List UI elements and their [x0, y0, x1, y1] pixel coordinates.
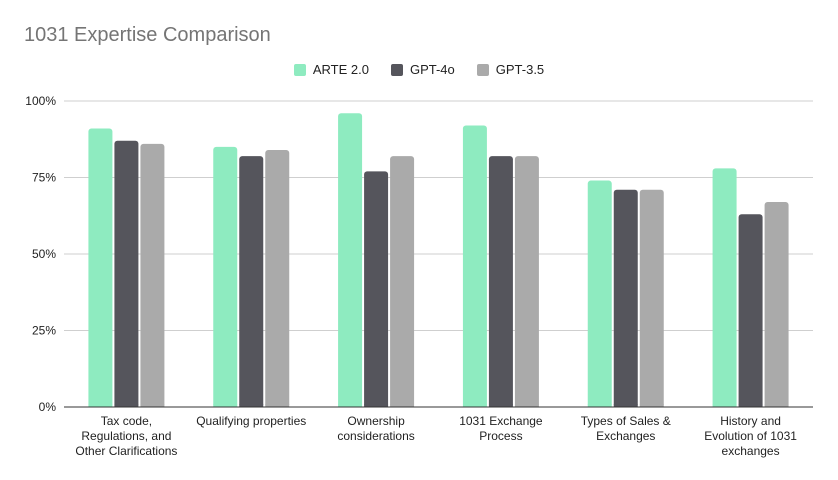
bar [587, 180, 612, 407]
bar [265, 149, 290, 407]
bar-base [239, 404, 264, 407]
x-tick-label: Evolution of 1031 [704, 429, 797, 443]
y-tick-label: 25% [32, 324, 56, 338]
x-tick-label: Exchanges [596, 429, 655, 443]
legend-swatch-arte [293, 63, 306, 76]
x-tick-label: considerations [337, 429, 414, 443]
bar-base [140, 404, 165, 407]
legend-label-gpt4o: GPT-4o [409, 62, 455, 77]
bar-base [114, 404, 139, 407]
legend-item-arte: ARTE 2.0 [293, 62, 369, 77]
bar-base [613, 404, 638, 407]
y-tick-label: 50% [32, 247, 56, 261]
x-tick-label: Ownership [347, 414, 405, 428]
y-tick-label: 100% [25, 94, 56, 108]
bar [239, 156, 264, 407]
bar [462, 125, 487, 407]
bar [488, 156, 513, 407]
chart-legend: ARTE 2.0 GPT-4o GPT-3.5 [0, 62, 838, 77]
legend-swatch-gpt4o [390, 63, 403, 76]
bar [88, 128, 113, 408]
bar-base [738, 404, 763, 407]
y-tick-label: 0% [39, 400, 57, 414]
legend-item-gpt4o: GPT-4o [390, 62, 455, 77]
x-tick-label: History and [720, 414, 781, 428]
bar-base [213, 404, 238, 407]
x-tick-label: Other Clarifications [75, 444, 177, 458]
bar-base [587, 404, 612, 407]
bar-base [764, 404, 789, 407]
bar [114, 140, 139, 407]
x-tick-label: Tax code, [101, 414, 152, 428]
x-tick-label: Qualifying properties [196, 414, 306, 428]
chart-title: 1031 Expertise Comparison [24, 24, 271, 46]
bar [364, 171, 389, 407]
y-tick-label: 75% [32, 171, 56, 185]
bar [613, 189, 638, 407]
bar [338, 113, 363, 408]
bar-base [488, 404, 513, 407]
bar-base [712, 404, 737, 407]
bar [738, 214, 763, 407]
legend-label-arte: ARTE 2.0 [312, 62, 369, 77]
x-tick-label: Regulations, and [81, 429, 171, 443]
bar [764, 201, 789, 407]
bar [639, 189, 664, 407]
x-tick-label: 1031 Exchange [459, 414, 543, 428]
legend-swatch-gpt35 [476, 63, 489, 76]
bar-base [639, 404, 664, 407]
bar-base [462, 404, 487, 407]
x-tick-label: exchanges [722, 444, 780, 458]
bar-base [338, 404, 363, 407]
bar-base [88, 404, 113, 407]
legend-label-gpt35: GPT-3.5 [495, 62, 545, 77]
bar [213, 146, 238, 407]
bar [514, 156, 539, 407]
bar [712, 168, 737, 407]
legend-item-gpt35: GPT-3.5 [476, 62, 545, 77]
bar [140, 143, 165, 407]
bar-base [265, 404, 290, 407]
bar-base [364, 404, 389, 407]
bar-base [390, 404, 415, 407]
x-tick-label: Process [479, 429, 522, 443]
bar-base [514, 404, 539, 407]
bar [390, 156, 415, 407]
x-tick-label: Types of Sales & [581, 414, 671, 428]
